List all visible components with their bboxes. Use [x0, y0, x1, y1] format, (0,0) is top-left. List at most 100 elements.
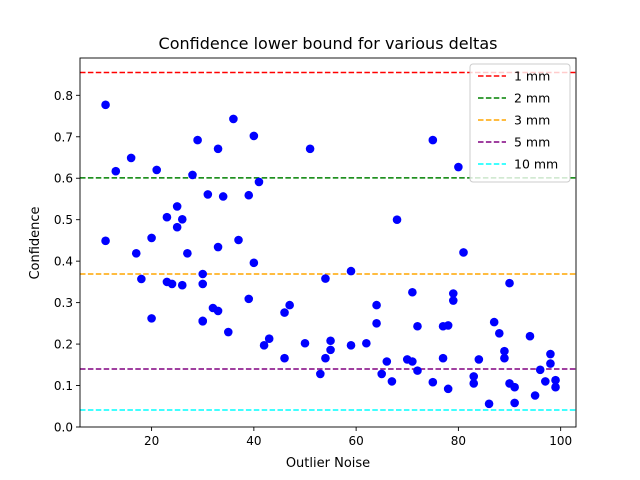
- data-point: [377, 369, 386, 379]
- y-tick-label: 0.6: [54, 172, 73, 186]
- data-point: [551, 382, 560, 392]
- y-tick-label: 0.7: [54, 130, 73, 144]
- data-point: [162, 212, 172, 222]
- data-point: [459, 248, 468, 257]
- data-point: [213, 306, 223, 316]
- data-point: [505, 278, 514, 288]
- x-tick-label: 60: [348, 434, 363, 448]
- data-point: [254, 177, 264, 187]
- data-point: [101, 236, 110, 246]
- data-point: [177, 214, 187, 224]
- y-tick-label: 0.2: [54, 338, 73, 352]
- data-point: [362, 338, 371, 348]
- data-point: [229, 114, 238, 124]
- axes-frame: [79, 57, 577, 428]
- data-point: [474, 355, 484, 364]
- data-point: [137, 274, 146, 284]
- data-point: [408, 287, 417, 297]
- data-point: [326, 336, 335, 346]
- data-point: [223, 327, 233, 337]
- y-axis-label: Confidence: [28, 206, 43, 279]
- data-point: [372, 300, 381, 310]
- data-point: [321, 274, 330, 283]
- data-point: [500, 353, 509, 363]
- data-point: [530, 391, 540, 400]
- x-axis-label: Outlier Noise: [286, 456, 370, 471]
- data-point: [346, 341, 356, 350]
- data-point: [454, 162, 463, 172]
- data-point: [500, 346, 509, 356]
- data-point: [234, 235, 243, 245]
- data-point: [448, 296, 458, 305]
- data-point: [213, 144, 223, 154]
- data-point: [111, 166, 121, 176]
- data-point: [535, 365, 545, 375]
- data-point: [126, 153, 136, 163]
- y-tick-label: 0.5: [54, 213, 73, 227]
- data-point: [484, 399, 494, 409]
- y-tick-label: 0.0: [54, 421, 73, 435]
- data-point: [510, 382, 519, 392]
- legend-label: 2 mm: [514, 91, 550, 106]
- data-point: [443, 384, 453, 394]
- data-points: [101, 100, 560, 409]
- data-point: [285, 300, 294, 310]
- data-point: [321, 353, 330, 363]
- data-point: [264, 334, 274, 343]
- legend-label: 5 mm: [514, 135, 550, 150]
- data-point: [101, 100, 110, 110]
- data-point: [218, 192, 228, 201]
- data-point: [469, 379, 479, 388]
- data-point: [316, 369, 325, 379]
- data-point: [198, 279, 208, 289]
- data-point: [131, 248, 141, 258]
- data-point: [525, 331, 535, 341]
- data-point: [300, 338, 310, 348]
- data-point: [244, 190, 254, 200]
- legend-label: 3 mm: [514, 113, 550, 128]
- x-tick-label: 80: [451, 434, 466, 448]
- data-point: [382, 357, 392, 366]
- data-point: [428, 135, 438, 145]
- data-point: [387, 377, 397, 386]
- x-tick-label: 100: [549, 434, 572, 448]
- legend-label: 10 mm: [514, 157, 558, 172]
- data-point: [198, 269, 208, 279]
- data-point: [249, 131, 259, 141]
- data-point: [172, 222, 182, 232]
- chart-title: Confidence lower bound for various delta…: [159, 34, 498, 53]
- data-point: [408, 357, 417, 366]
- x-tick-label: 20: [144, 434, 159, 448]
- data-point: [494, 328, 504, 338]
- data-point: [147, 314, 156, 323]
- data-point: [167, 279, 177, 289]
- y-tick-label: 0.4: [54, 255, 73, 269]
- y-tick-label: 0.1: [54, 379, 73, 393]
- data-point: [183, 248, 192, 258]
- data-point: [443, 321, 453, 330]
- legend-label: 1 mm: [514, 69, 550, 84]
- axes: 20 40 60 80 100 0.0 0.1 0.2 0.3 0.4 0.5 0.6 0.7 0.8: [54, 57, 577, 448]
- data-point: [280, 308, 289, 317]
- data-point: [372, 319, 381, 328]
- data-point: [280, 353, 289, 363]
- data-point: [249, 258, 259, 268]
- data-point: [428, 377, 438, 387]
- data-point: [413, 321, 422, 331]
- data-point: [546, 359, 555, 368]
- data-point: [259, 341, 269, 350]
- data-point: [546, 349, 555, 359]
- data-point: [326, 345, 335, 355]
- y-tick-label: 0.8: [54, 89, 73, 103]
- data-point: [413, 366, 422, 375]
- x-tick-label: 40: [246, 434, 261, 448]
- data-point: [203, 190, 213, 199]
- data-point: [244, 294, 254, 304]
- data-point: [172, 202, 182, 211]
- data-point: [147, 233, 156, 243]
- data-point: [305, 144, 315, 154]
- data-point: [392, 215, 402, 224]
- data-point: [510, 398, 519, 408]
- data-point: [213, 242, 223, 252]
